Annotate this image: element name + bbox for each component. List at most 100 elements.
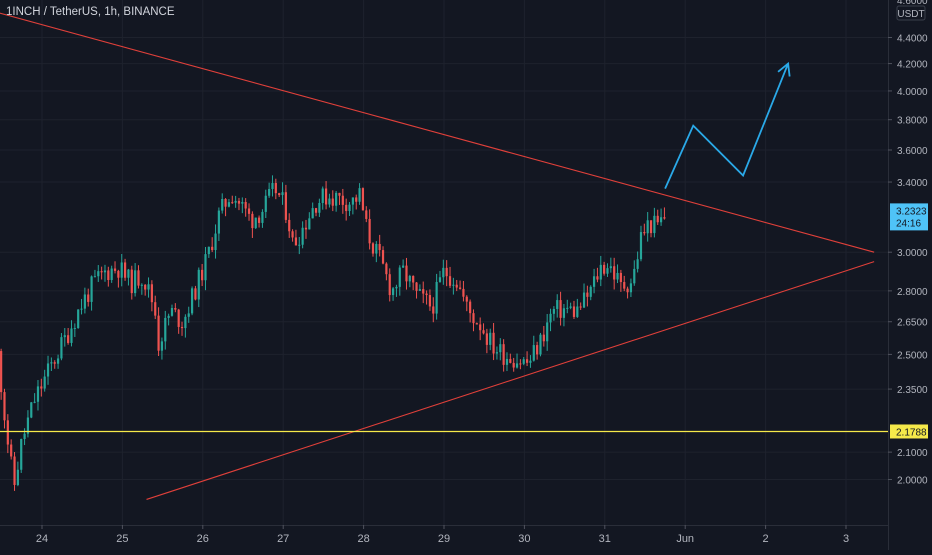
candle-body [592,276,596,287]
candle-body [646,220,649,234]
candle-body [83,294,86,309]
candle-body [613,266,616,280]
candle-body [599,264,602,280]
candle-body [90,276,93,302]
candle-body [26,417,30,434]
candle-body [663,217,666,219]
candle-body [556,300,559,309]
candle-body [231,202,234,204]
candle-body [190,288,194,314]
candle-body [227,202,231,207]
candle-body [492,332,495,354]
candle-body [268,189,271,196]
candle-body [291,231,294,238]
candle-body [73,328,76,330]
candle-body [418,289,421,291]
candle-body [636,259,639,269]
candle-body [546,322,549,342]
price-tick-label: 2.5000 [897,350,928,361]
candle-body [261,211,264,223]
exchange-label: BINANCE [123,6,175,18]
candle-body [566,307,569,309]
candle-body [211,246,214,251]
candle-body [415,282,418,291]
candle-body [649,220,653,234]
candle-body [6,420,9,445]
price-tick-label: 3.8000 [897,116,928,127]
candle-body [391,288,395,296]
candle-body [432,306,435,314]
candle-body [87,294,90,302]
candle-body [656,215,659,223]
candle-body [120,262,123,278]
candle-body [304,227,308,230]
candle-body [20,439,23,470]
symbol-legend: 1INCH / TetherUS, 1h, BINANCE [6,6,175,18]
candle-body [479,324,482,331]
resistance-trendline[interactable] [0,12,875,253]
candle-body [448,276,452,286]
candle-body [184,316,187,329]
candle-body [10,444,13,457]
candle-body [251,213,254,229]
candle-body [435,281,438,314]
candle-body [395,286,398,289]
projection-path[interactable] [664,63,789,190]
candle-body [271,183,274,190]
candle-body [244,202,247,209]
candle-body [328,198,331,205]
candle-body [127,269,130,278]
support-price-tag[interactable] [890,424,928,439]
currency-box[interactable] [896,5,926,21]
support-price-label: 2.1788 [896,427,927,438]
candle-body [408,275,411,282]
candle-body [452,284,455,286]
candle-body [311,208,314,219]
current-price-tag[interactable] [890,203,928,231]
support-trendline[interactable] [146,261,875,500]
candle-body [237,200,241,204]
candle-body [529,360,532,363]
candle-body [495,352,499,354]
candle-body [462,288,465,297]
candle-body [422,289,425,294]
candle-body [609,266,612,269]
candle-body [398,267,401,287]
candle-body [113,268,117,271]
candle-body [50,362,53,364]
candle-body [522,359,525,364]
candle-body [40,386,43,389]
candle-body [194,288,197,300]
candle-body [532,345,535,361]
price-tick-label: 2.1000 [897,448,928,459]
candle-body [254,217,257,229]
candle-body [294,237,298,246]
candle-body [264,195,267,212]
price-axis[interactable]: 2.0000 2.1000 2.3500 2.5000 2.6500 2.8000 3.00… [888,0,928,550]
candle-body [536,345,539,355]
candle-body [23,433,26,440]
time-axis[interactable]: 24 25 26 27 28 29 30 31 Jun 2 3 [0,525,888,550]
candle-body [3,392,6,421]
candle-body [499,344,502,353]
candle-body [358,188,361,202]
candle-body [207,246,210,255]
price-tick-label: 2.3500 [897,385,928,396]
candle-body [512,362,515,368]
grid-lines [0,0,888,525]
time-tick-label: 28 [357,533,369,545]
candle-body [97,271,100,277]
candle-body [371,243,375,254]
time-tick-label: 27 [277,533,289,545]
candle-body [36,386,40,402]
candle-body [201,269,204,281]
candle-body [130,269,133,294]
candle-body [234,200,237,203]
candle-body [247,208,251,214]
candle-body [164,317,167,342]
candle-body [160,341,164,351]
time-tick-label: 24 [36,533,48,545]
candle-body [542,334,545,342]
